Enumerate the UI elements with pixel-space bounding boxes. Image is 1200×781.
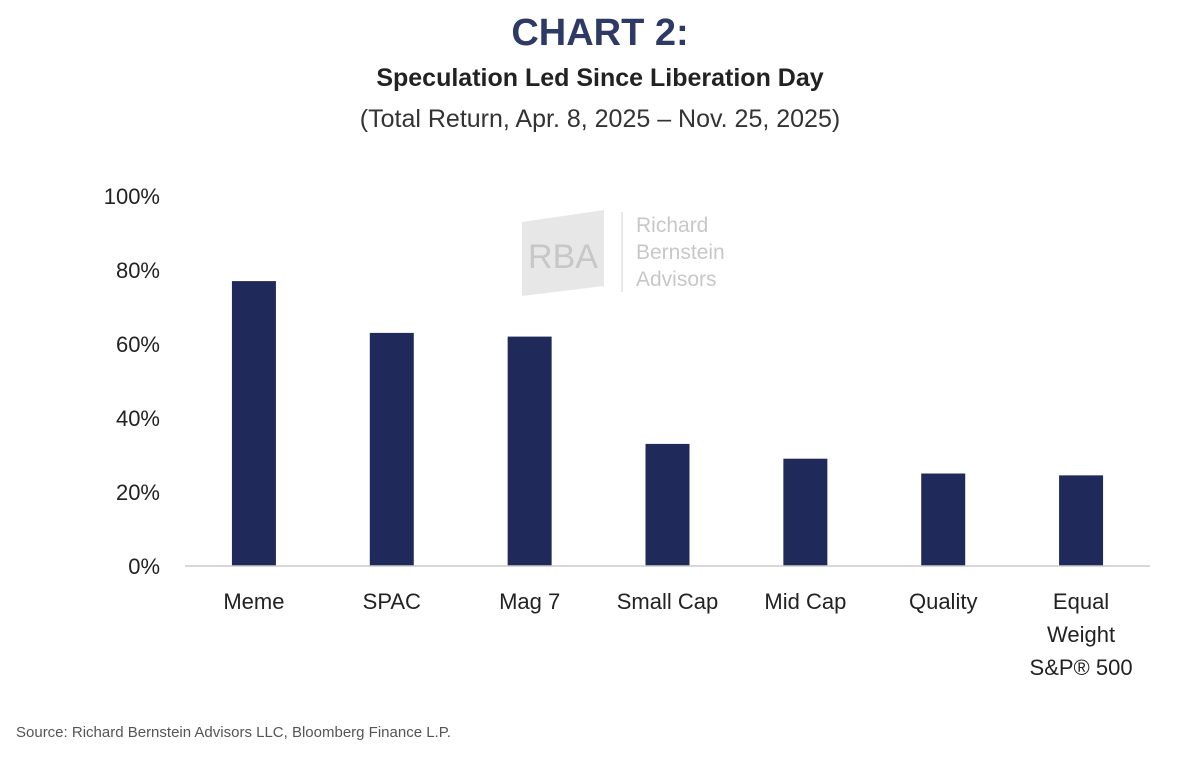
bars xyxy=(231,281,1104,566)
y-tick-label: 20% xyxy=(116,480,160,505)
bar xyxy=(507,336,552,566)
bar xyxy=(231,281,276,566)
bar xyxy=(783,458,828,566)
y-tick-label: 80% xyxy=(116,258,160,283)
y-tick-label: 100% xyxy=(104,184,160,209)
x-tick-label: Equal xyxy=(1053,589,1109,614)
x-tick-label: Small Cap xyxy=(617,589,718,614)
watermark-name-line-3: Advisors xyxy=(636,268,717,291)
x-tick-label: Weight xyxy=(1047,622,1115,647)
x-tick-label: Mid Cap xyxy=(764,589,846,614)
watermark-logo-block xyxy=(522,210,604,296)
y-axis: 0% 20% 40% 60% 80% 100% xyxy=(104,184,160,579)
chart-date-range: (Total Return, Apr. 8, 2025 – Nov. 25, 2… xyxy=(359,105,841,133)
watermark-name-line-1: Richard xyxy=(636,214,708,237)
bar xyxy=(921,473,966,566)
source-note: Source: Richard Bernstein Advisors LLC, … xyxy=(16,724,451,741)
chart-title: CHART 2: xyxy=(511,12,689,54)
bar xyxy=(369,332,414,566)
bar-chart: RBA Richard Bernstein Advisors 0% 20% 40% 6… xyxy=(104,184,1150,680)
x-axis: Meme SPAC Mag 7 Small Cap Mid Cap Quality Equa… xyxy=(223,589,1132,680)
bar xyxy=(645,443,690,566)
x-tick-label: Meme xyxy=(223,589,284,614)
chart-subtitle: Speculation Led Since Liberation Day xyxy=(376,64,824,92)
y-tick-label: 0% xyxy=(128,554,160,579)
y-tick-label: 40% xyxy=(116,406,160,431)
watermark-name-line-2: Bernstein xyxy=(636,241,725,264)
watermark-logo-mark: RBA xyxy=(528,238,598,276)
x-tick-label: S&P® 500 xyxy=(1030,655,1133,680)
x-tick-label: SPAC xyxy=(363,589,421,614)
x-tick-label: Quality xyxy=(909,589,977,614)
bar xyxy=(1059,475,1104,566)
watermark-logo: RBA Richard Bernstein Advisors xyxy=(522,210,725,296)
y-tick-label: 60% xyxy=(116,332,160,357)
x-tick-label: Mag 7 xyxy=(499,589,560,614)
